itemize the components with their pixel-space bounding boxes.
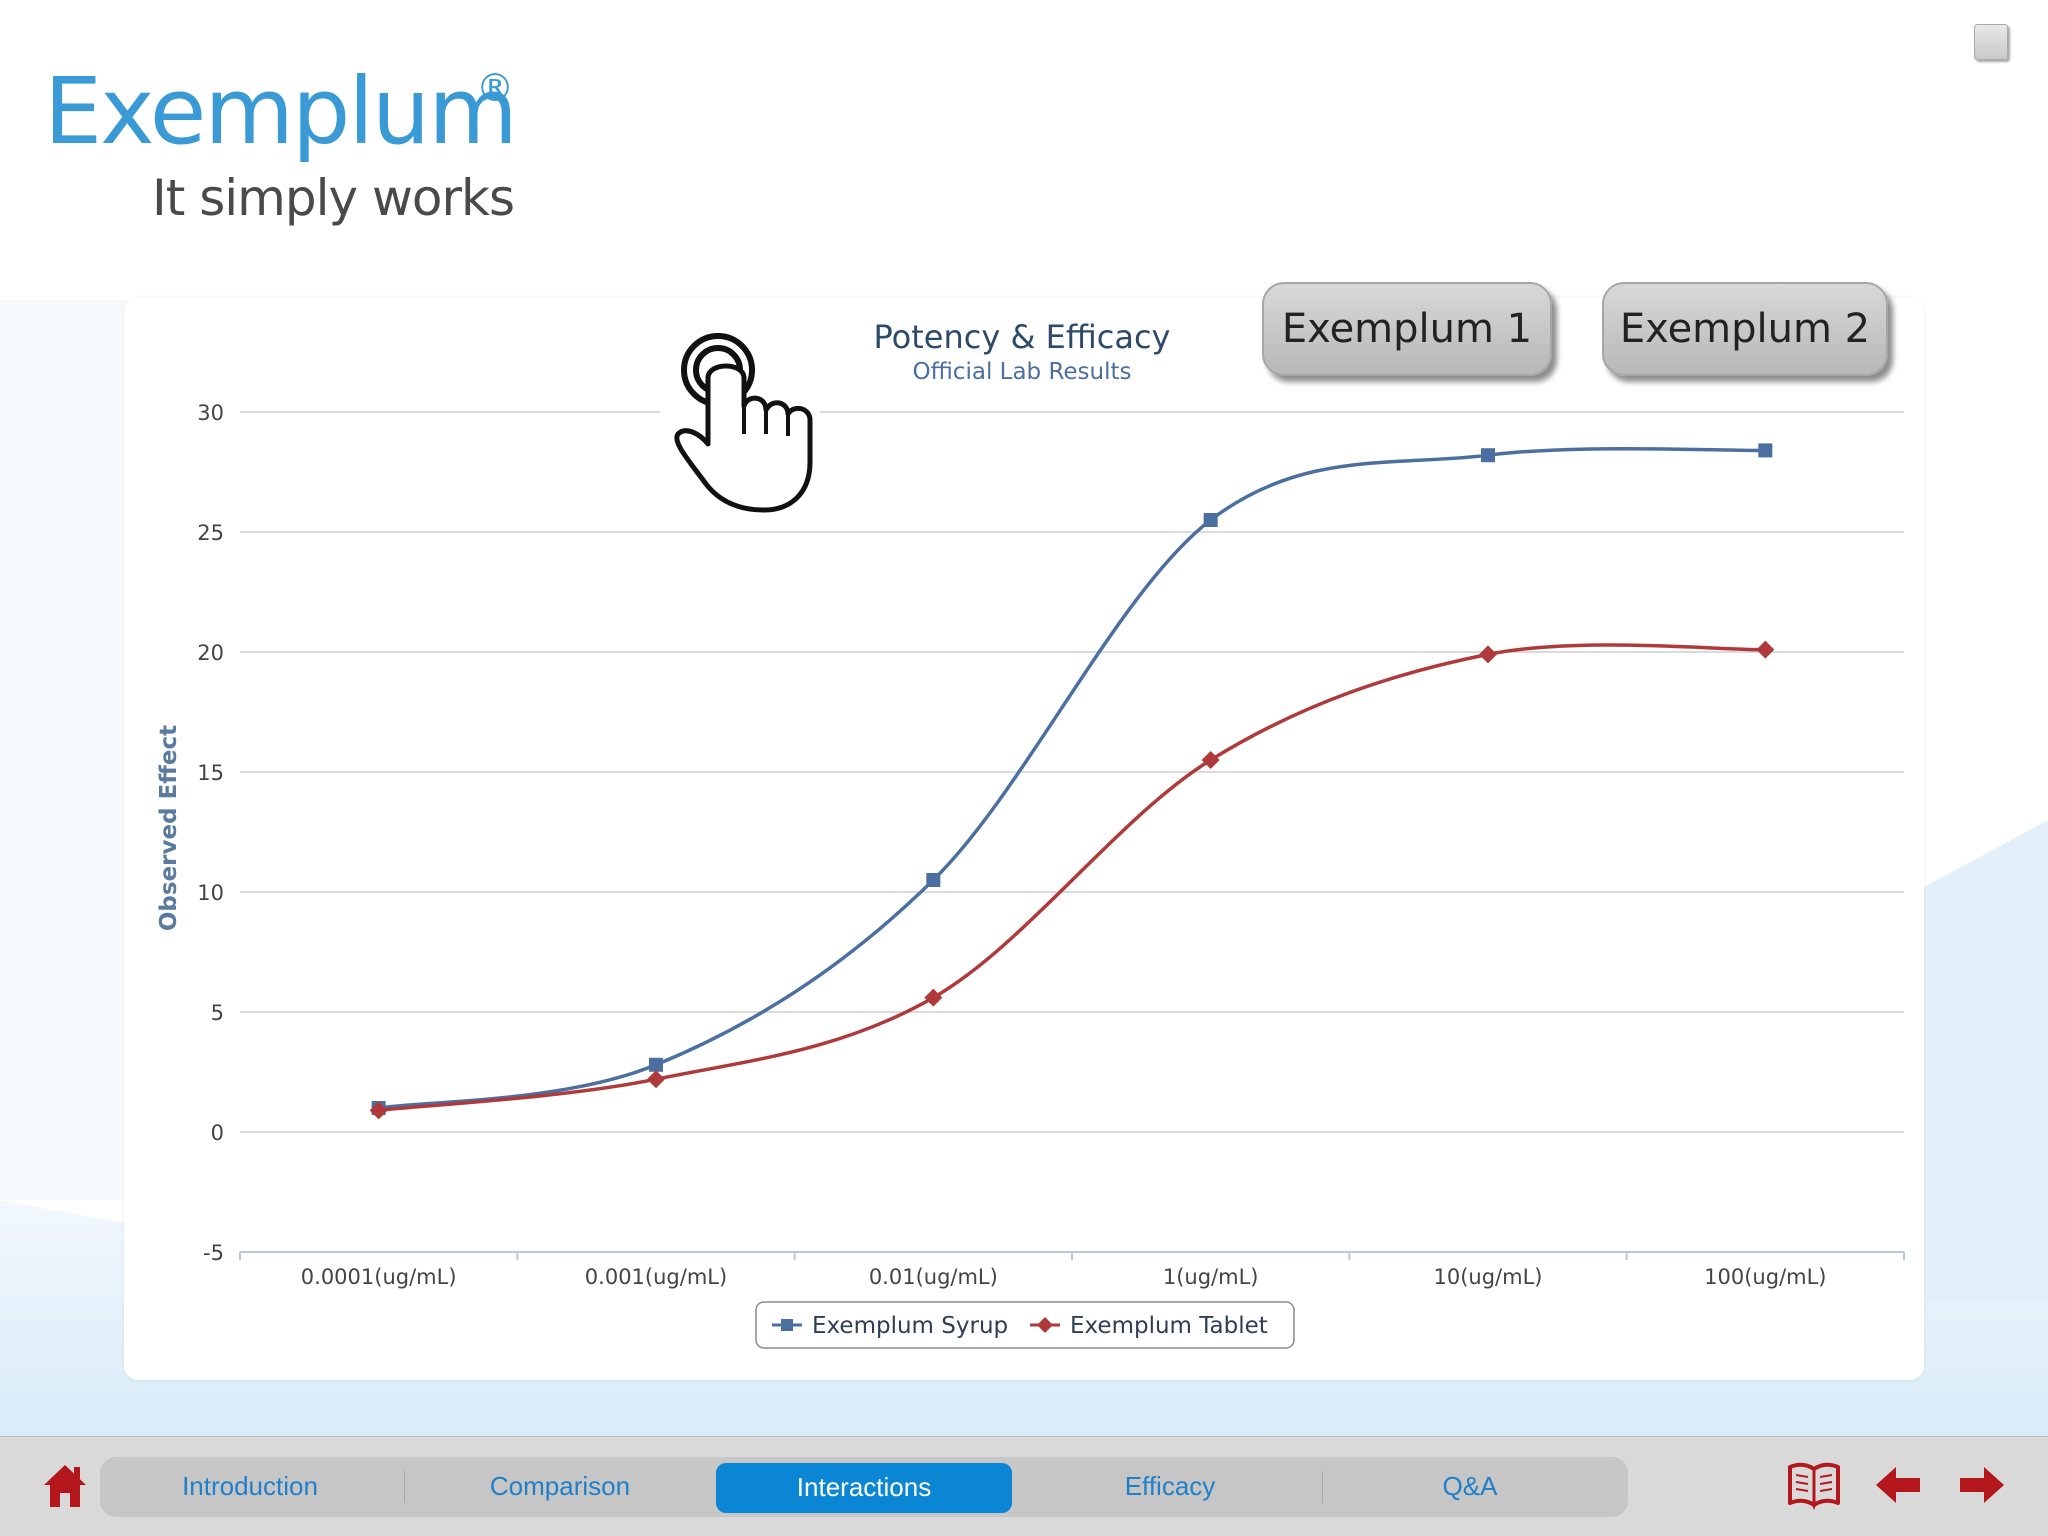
chart-subtitle: Official Lab Results: [912, 359, 1131, 385]
data-point: [1479, 645, 1497, 664]
y-tick-label: 0: [211, 1121, 224, 1145]
square-icon[interactable]: [1974, 24, 2008, 60]
y-tick-label: -5: [203, 1241, 224, 1265]
exemplum-1-button[interactable]: Exemplum 1: [1262, 282, 1552, 376]
x-tick-label: 0.0001(ug/mL): [301, 1265, 457, 1289]
home-icon[interactable]: [40, 1461, 90, 1511]
series-line-1: [378, 643, 1766, 1113]
legend-label: Exemplum Tablet: [1070, 1313, 1268, 1339]
tab-divider: [404, 1471, 405, 1503]
legend-marker: [1037, 1317, 1053, 1333]
y-tick-label: 5: [211, 1001, 224, 1025]
book-icon[interactable]: [1786, 1459, 1842, 1511]
data-point: [1758, 443, 1773, 458]
tab-comparison[interactable]: Comparison: [489, 1471, 631, 1501]
x-tick-label: 100(ug/mL): [1704, 1265, 1826, 1289]
x-tick-label: 0.001(ug/mL): [585, 1265, 727, 1289]
data-point: [1201, 751, 1220, 769]
logo-tagline: It simply works: [152, 169, 515, 227]
registered-mark: ®: [476, 66, 514, 110]
tab-introduction[interactable]: Introduction: [182, 1471, 318, 1501]
y-tick-label: 30: [197, 401, 224, 425]
data-point: [1756, 640, 1775, 659]
legend-label: Exemplum Syrup: [812, 1313, 1008, 1339]
chart-title: Potency & Efficacy: [874, 318, 1171, 356]
chart-panel: Potency & Efficacy Official Lab Results …: [124, 298, 1924, 1380]
bottom-navigation: Introduction Comparison Interactions Eff…: [0, 1436, 2048, 1536]
tab-divider: [1322, 1471, 1323, 1503]
data-point: [649, 1057, 663, 1072]
brand-logo: Exemplum ® It simply works: [44, 62, 524, 232]
y-tick-label: 25: [197, 521, 224, 545]
series-line-0: [378, 446, 1766, 1110]
data-point: [1203, 513, 1218, 527]
y-tick-label: 20: [197, 641, 224, 665]
hand-tap-icon: [660, 322, 820, 513]
data-point: [924, 988, 943, 1007]
data-point: [647, 1070, 665, 1089]
section-tabs: Introduction Comparison Interactions Eff…: [100, 1457, 1628, 1517]
arrow-right-icon[interactable]: [1958, 1463, 2006, 1507]
exemplum-2-button[interactable]: Exemplum 2: [1602, 282, 1888, 376]
chart-legend: [755, 1301, 1295, 1349]
arrow-left-icon[interactable]: [1874, 1463, 1922, 1507]
potency-efficacy-chart: Potency & Efficacy Official Lab Results …: [156, 318, 1905, 1349]
tab-interactions[interactable]: Interactions: [716, 1463, 1012, 1513]
data-point: [926, 873, 941, 887]
data-point: [369, 1101, 388, 1120]
data-point: [1481, 448, 1495, 463]
y-axis-label: Observed Effect: [156, 725, 182, 931]
y-tick-label: 15: [197, 761, 224, 785]
logo-wordmark: Exemplum: [44, 58, 518, 165]
legend-marker: [781, 1319, 793, 1331]
tab-qa[interactable]: Q&A: [1442, 1471, 1498, 1501]
tab-efficacy[interactable]: Efficacy: [1124, 1471, 1216, 1501]
x-tick-label: 10(ug/mL): [1434, 1265, 1543, 1289]
y-tick-label: 10: [197, 881, 224, 905]
x-tick-label: 0.01(ug/mL): [869, 1265, 998, 1289]
x-tick-label: 1(ug/mL): [1163, 1265, 1259, 1289]
